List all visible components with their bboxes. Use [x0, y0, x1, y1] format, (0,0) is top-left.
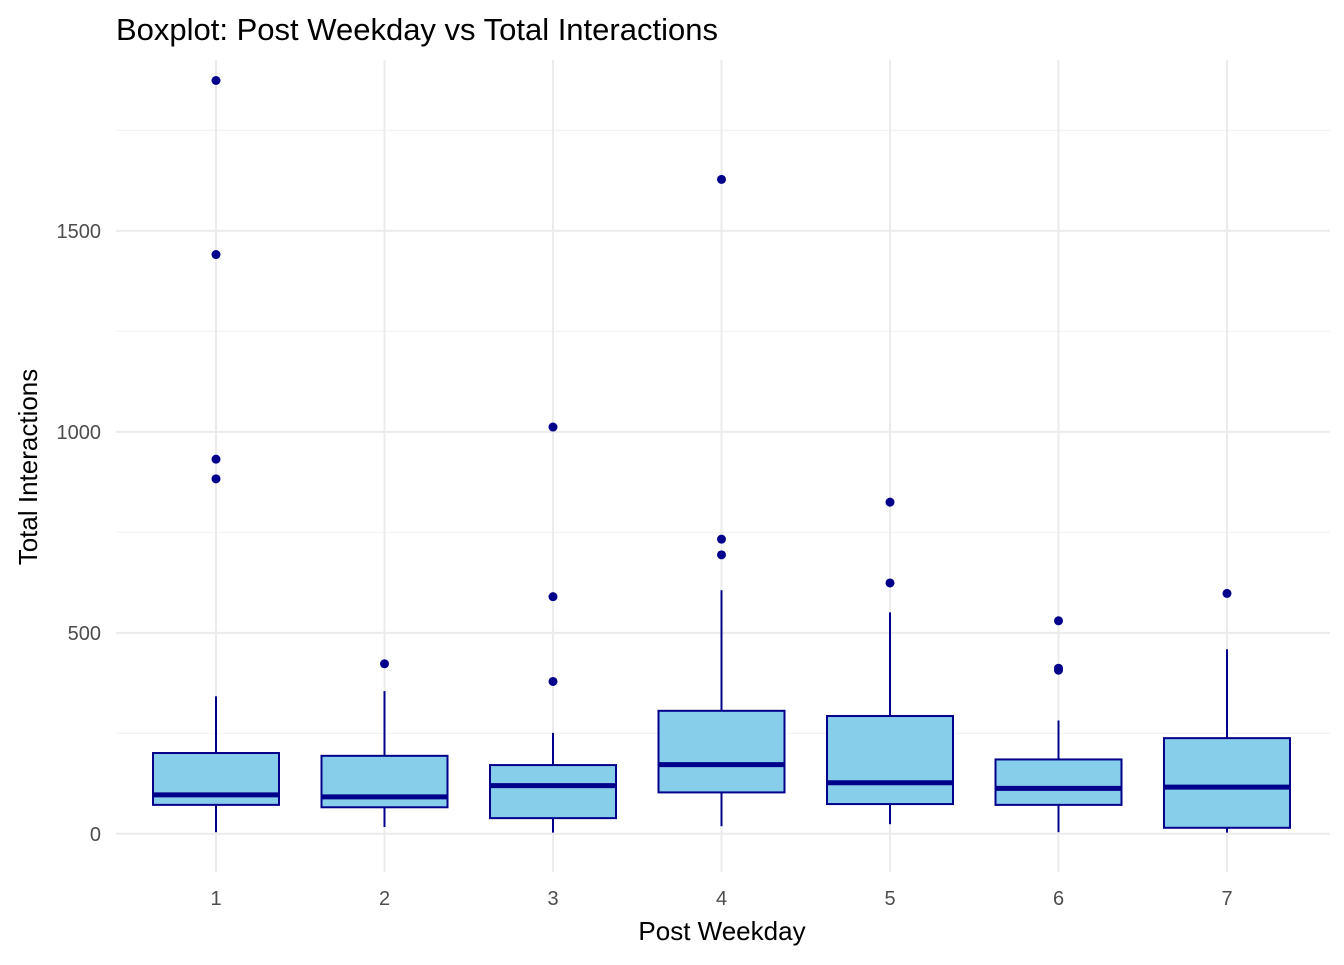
outlier-point	[548, 676, 558, 686]
iqr-box	[657, 709, 786, 794]
outlier-point	[1054, 663, 1063, 673]
y-tick-label: 500	[68, 623, 101, 645]
iqr-box	[994, 758, 1123, 806]
box-layer	[152, 76, 1291, 833]
x-tick-label: 2	[379, 888, 390, 910]
outlier-point	[380, 659, 389, 669]
box-group-7	[1163, 588, 1291, 833]
outlier-point	[548, 592, 558, 602]
iqr-box	[826, 715, 954, 806]
box-group-6	[994, 616, 1123, 833]
outlier-point	[211, 474, 221, 484]
x-tick-label: 3	[547, 888, 558, 910]
box-group-1	[152, 76, 280, 833]
x-axis-title: Post Weekday	[638, 916, 805, 946]
outlier-point	[211, 454, 221, 464]
iqr-box	[320, 754, 449, 809]
box-group-4	[657, 174, 786, 827]
outlier-point	[1054, 616, 1063, 626]
iqr-box	[1163, 737, 1291, 829]
y-tick-label: 1500	[57, 221, 102, 243]
outlier-point	[211, 250, 221, 260]
box-group-3	[489, 422, 617, 833]
outlier-point	[885, 578, 895, 588]
x-tick-label: 1	[210, 888, 221, 910]
x-tick-label: 4	[716, 888, 727, 910]
y-tick-label: 0	[90, 824, 101, 846]
outlier-point	[1222, 588, 1232, 598]
x-tick-label: 5	[884, 888, 895, 910]
chart-title: Boxplot: Post Weekday vs Total Interacti…	[116, 12, 718, 47]
label-layer: 0 500 1000 1500 1 2 3 4 5 6 7	[57, 221, 1233, 910]
outlier-point	[717, 534, 726, 544]
y-axis-title: Total Interactions	[13, 369, 43, 566]
box-group-2	[320, 659, 449, 827]
x-tick-label: 6	[1053, 888, 1064, 910]
outlier-point	[548, 422, 558, 432]
x-tick-label: 7	[1221, 888, 1232, 910]
outlier-point	[717, 174, 726, 184]
iqr-box	[489, 764, 617, 820]
outlier-point	[717, 550, 726, 560]
outlier-point	[885, 497, 895, 507]
outlier-point	[211, 76, 221, 86]
box-group-5	[826, 497, 954, 825]
y-tick-label: 1000	[57, 422, 102, 444]
